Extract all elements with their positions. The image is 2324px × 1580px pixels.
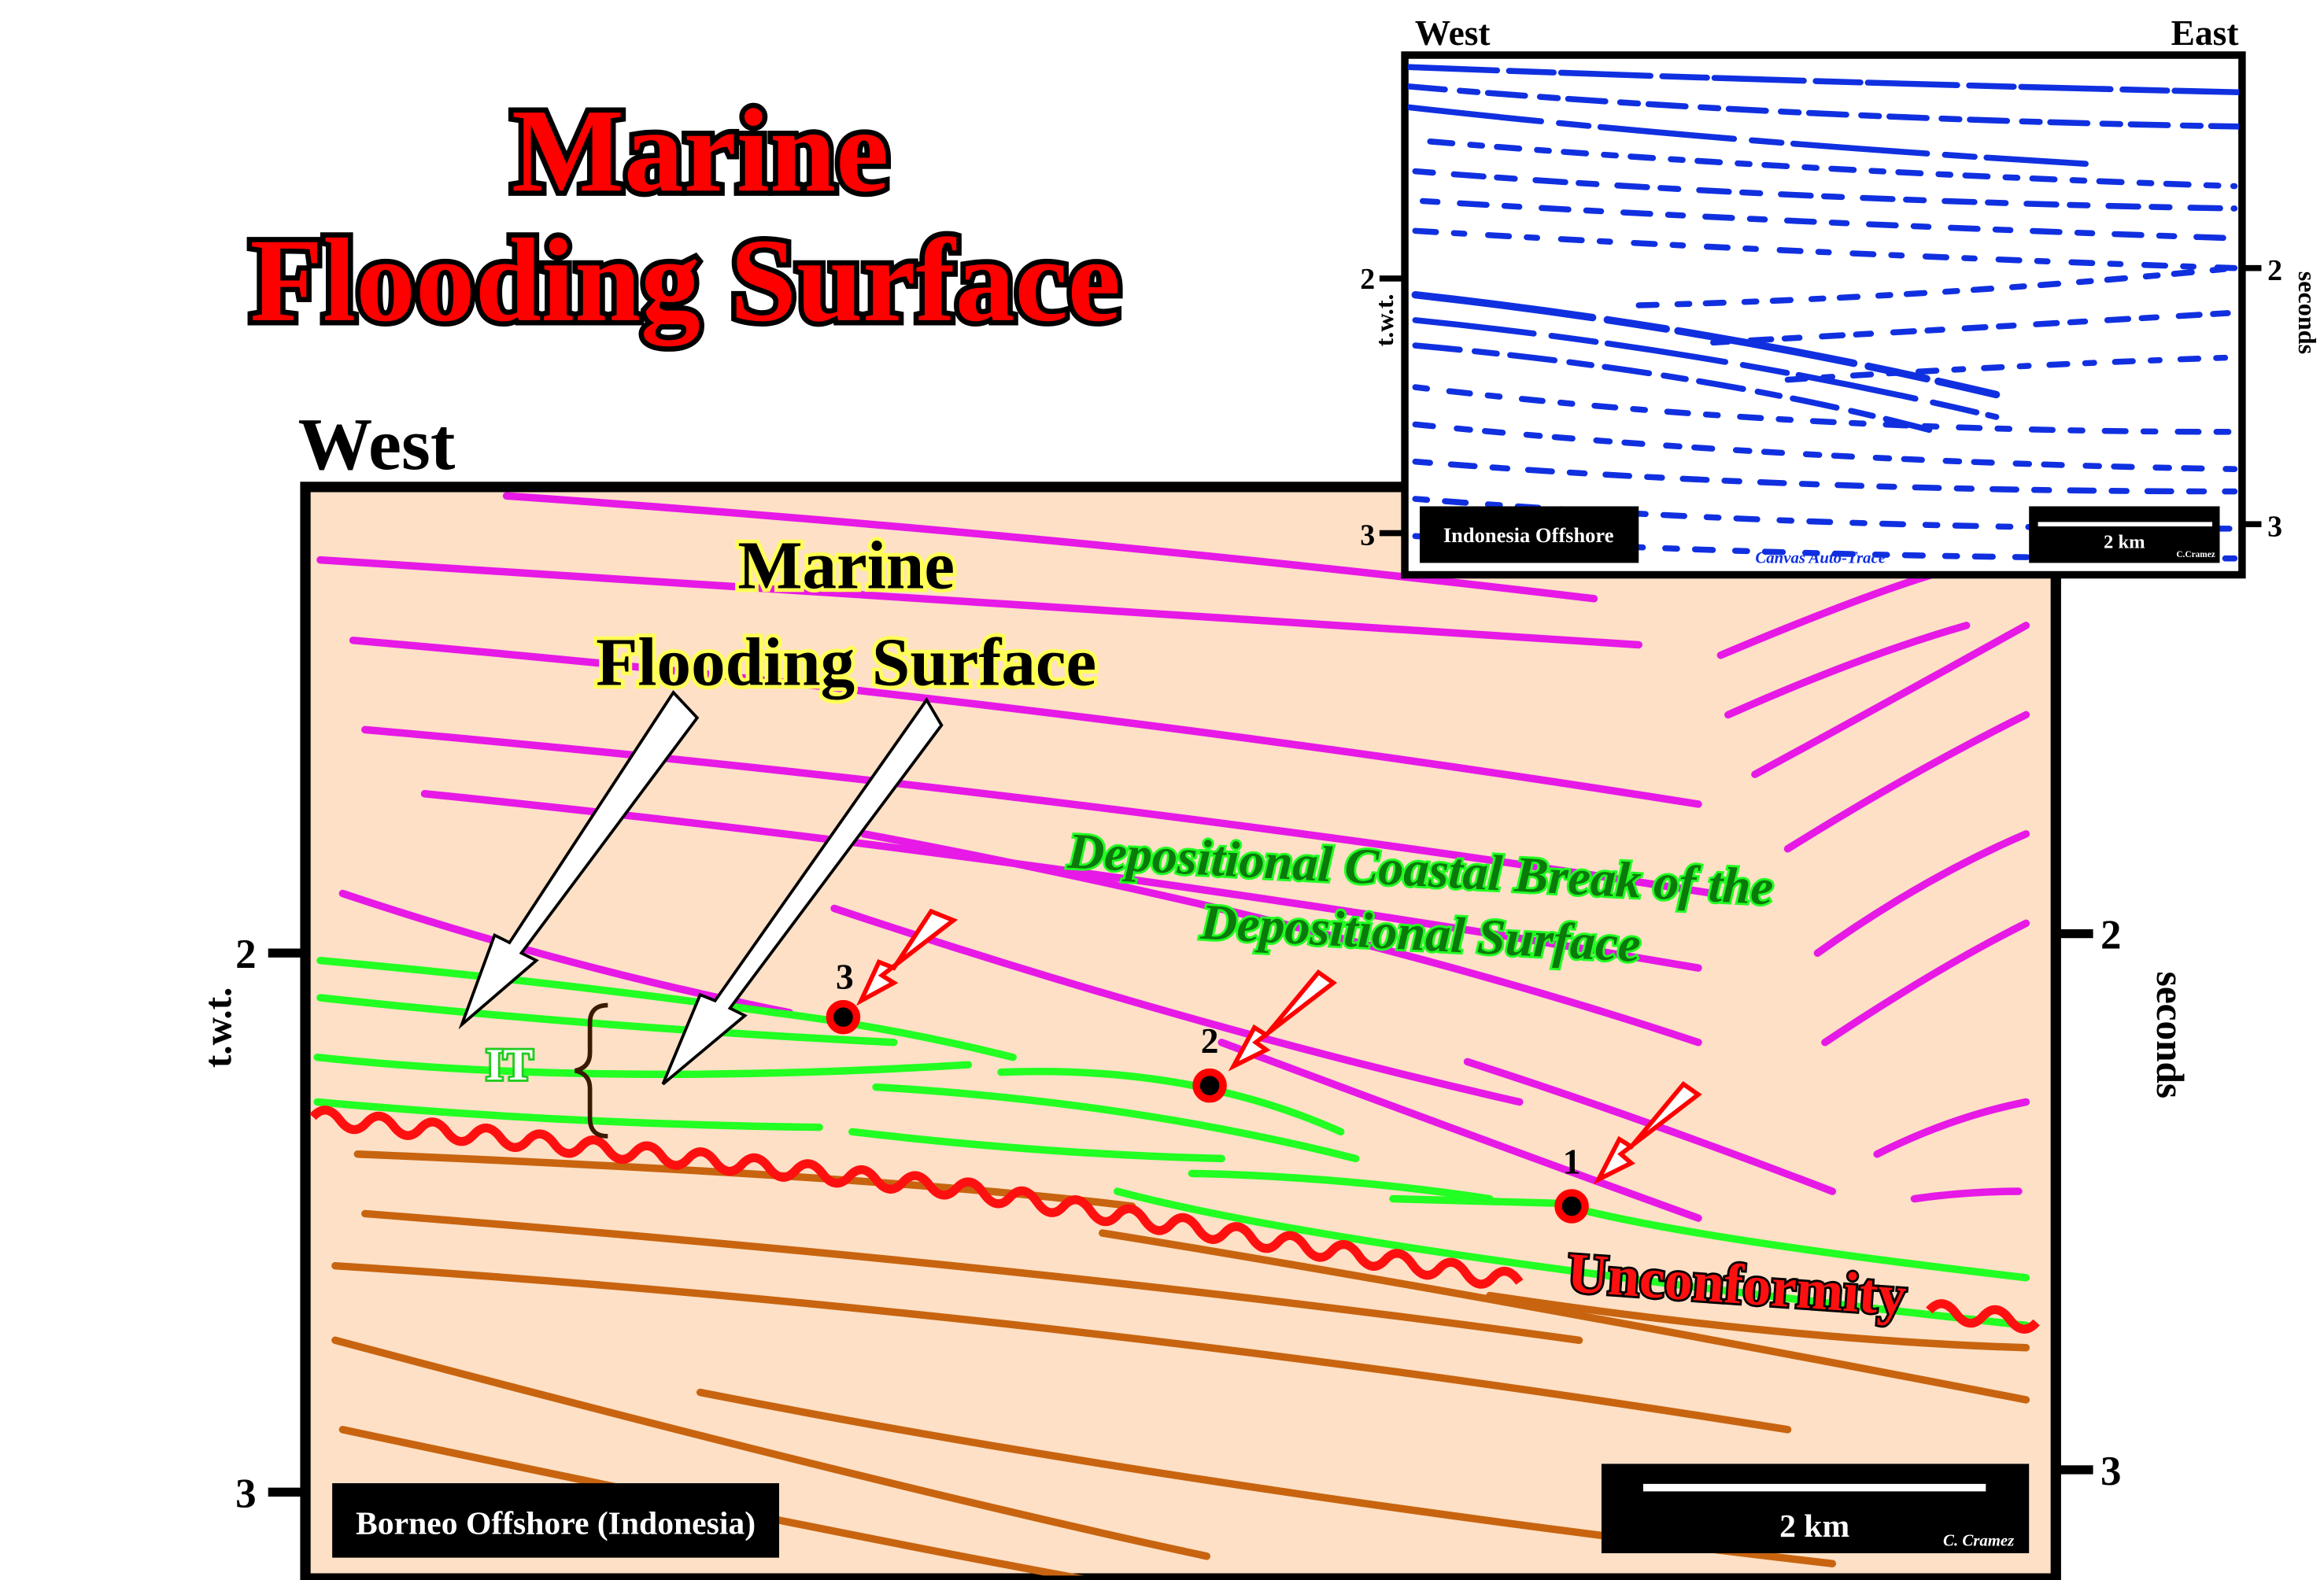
inset-west: West <box>1415 13 1491 53</box>
callout-line: Marine <box>737 527 955 604</box>
pointer-arrow <box>1228 969 1337 1072</box>
inset-y2-label: seconds <box>2293 271 2322 354</box>
tick-label: 3 <box>2267 510 2282 543</box>
west-label: West <box>298 404 456 485</box>
location-label: Borneo Offshore (Indonesia) <box>356 1505 756 1541</box>
inset-scale-box <box>2029 506 2220 563</box>
inset-east: East <box>2171 13 2239 53</box>
title-line: Marine <box>512 84 889 216</box>
tick-label: 2 <box>235 932 257 977</box>
tick-label: 3 <box>1360 519 1375 552</box>
unconformity-line <box>1926 1299 2040 1334</box>
section-panel <box>300 482 2061 1580</box>
point <box>1192 1068 1227 1103</box>
tick-label: 2 <box>2100 913 2122 958</box>
point-labels: 1 2 3 <box>836 958 1580 1182</box>
scale-box <box>1601 1464 2030 1553</box>
point-label: 1 <box>1563 1142 1581 1181</box>
point <box>1554 1189 1589 1224</box>
pointer-arrow <box>855 908 959 1006</box>
tick-label: 2 <box>2267 254 2282 287</box>
scale-label: 2 km <box>1779 1508 1849 1545</box>
interval-label: IT <box>486 1040 533 1090</box>
unconformity-line <box>309 1106 1524 1289</box>
tick-labels: 2 3 2 3 <box>235 913 2121 1517</box>
point-label: 3 <box>836 958 854 997</box>
inset-scale: 2 km <box>2104 531 2145 552</box>
inset-location: Indonesia Offshore <box>1443 523 1614 547</box>
inset-tick-labels: 2 3 2 3 <box>1360 254 2282 552</box>
point-label: 2 <box>1201 1021 1219 1061</box>
title-line: Flooding Surface <box>250 214 1121 346</box>
location-box <box>332 1482 780 1558</box>
brace <box>574 1002 608 1139</box>
callout: Marine Flooding Surface <box>592 523 1099 703</box>
pointer-arrow <box>1593 1080 1702 1185</box>
callout-line: Flooding Surface <box>596 624 1096 700</box>
inset-software: Canvas Auto-Trace <box>1755 548 1886 567</box>
tick-label: 3 <box>235 1471 257 1516</box>
inset-location-box <box>1419 506 1639 563</box>
inset-panel <box>1401 51 2246 579</box>
tick-label: 3 <box>2100 1449 2122 1494</box>
inset-y-label: t.w.t. <box>1370 293 1398 346</box>
section-drawing <box>309 492 2040 1576</box>
points <box>826 999 1589 1224</box>
y-label: t.w.t. <box>196 988 239 1068</box>
title: Marine Flooding Surface <box>245 79 1125 352</box>
inset-credit: C.Cramez <box>2176 550 2215 559</box>
reflectors-upper <box>316 492 2030 1222</box>
tick-label: 2 <box>1360 263 1375 296</box>
reflectors-lower <box>331 1150 2030 1576</box>
point <box>826 999 861 1035</box>
y2-label: seconds <box>2148 972 2192 1098</box>
arrow <box>458 689 700 1030</box>
seismic-trace <box>1407 64 2240 562</box>
credit: C. Cramez <box>1943 1530 2015 1549</box>
arrow <box>661 697 944 1086</box>
